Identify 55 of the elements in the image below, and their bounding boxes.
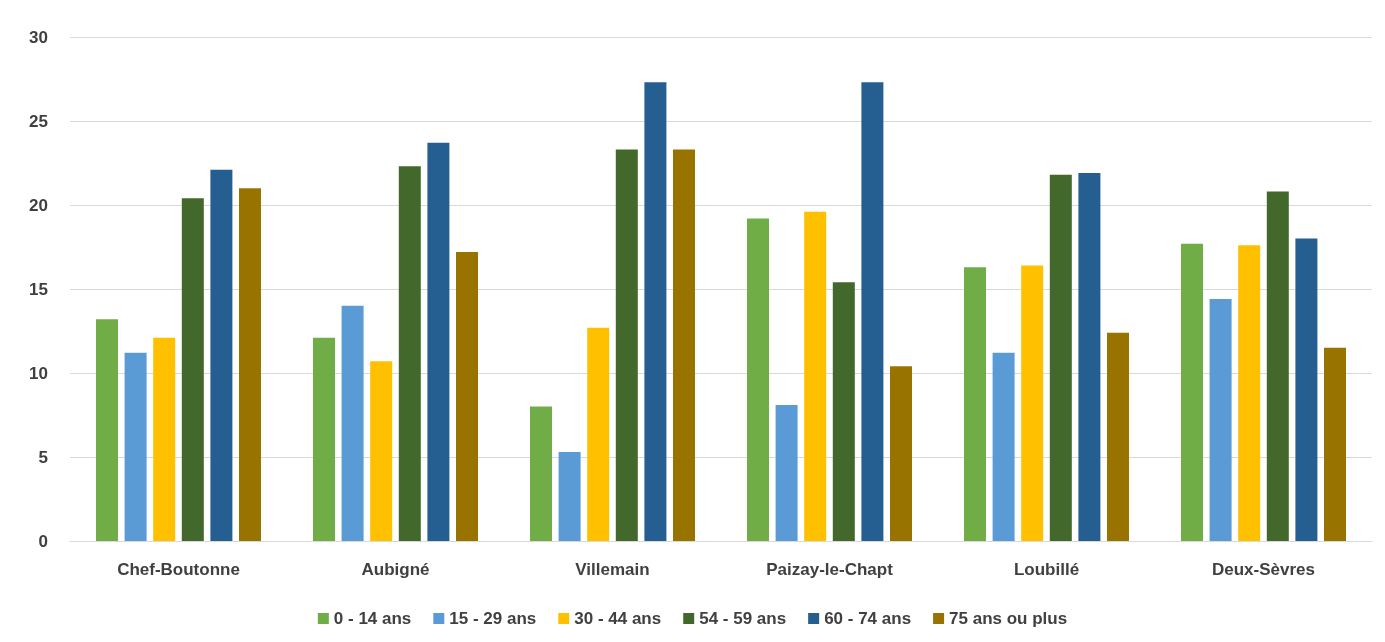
bar: [1209, 299, 1232, 541]
y-tick-label: 5: [38, 447, 48, 467]
x-tick-label: Loubillé: [1013, 560, 1080, 579]
bar: [1324, 347, 1346, 541]
bar: [747, 218, 769, 541]
bar: [1238, 245, 1261, 541]
legend-label: 75 ans ou plus: [949, 609, 1068, 628]
y-tick-label: 10: [29, 363, 48, 383]
legend-label: 54 - 59 ans: [699, 609, 787, 628]
bar: [992, 352, 1015, 541]
bar: [1266, 191, 1289, 541]
bar: [673, 149, 695, 541]
bar: [398, 166, 421, 541]
bar: [210, 169, 233, 541]
bar: [1021, 265, 1044, 541]
x-tick-label: Aubigné: [361, 560, 430, 579]
bar: [1295, 238, 1318, 541]
legend-label: 60 - 74 ans: [824, 609, 912, 628]
x-tick-label: Deux-Sèvres: [1211, 560, 1316, 579]
bar: [341, 305, 364, 541]
bar: [1049, 174, 1072, 541]
bar: [313, 337, 335, 541]
bar: [427, 142, 450, 541]
x-tick-label: Paizay-le-Chapt: [766, 560, 894, 579]
y-tick-label: 20: [29, 195, 48, 215]
y-tick-label: 25: [29, 111, 48, 131]
bar: [832, 282, 855, 541]
bar: [1078, 173, 1101, 541]
bar: [456, 252, 478, 541]
bar: [615, 149, 638, 541]
bar: [861, 82, 884, 541]
bar: [1181, 243, 1203, 541]
bar: [964, 267, 986, 541]
bar: [587, 327, 610, 541]
x-tick-label: Chef-Boutonne: [117, 560, 240, 579]
bar: [1107, 332, 1129, 541]
bar: [239, 188, 261, 541]
y-tick-label: 0: [38, 531, 48, 551]
bar: [124, 352, 147, 541]
bar: [530, 406, 552, 541]
bar: [775, 404, 798, 541]
bar: [890, 366, 912, 541]
bar: [153, 337, 176, 541]
bar: [370, 361, 393, 541]
bar: [181, 198, 204, 541]
bar: [644, 82, 667, 541]
legend-label: 0 - 14 ans: [333, 609, 412, 628]
y-tick-label: 30: [29, 27, 48, 47]
bar: [96, 319, 118, 541]
bar: [804, 211, 827, 541]
y-tick-label: 15: [29, 279, 48, 299]
x-tick-label: Villemain: [575, 560, 650, 579]
bar: [558, 451, 581, 541]
legend-label: 30 - 44 ans: [574, 609, 662, 628]
legend-label: 15 - 29 ans: [449, 609, 537, 628]
